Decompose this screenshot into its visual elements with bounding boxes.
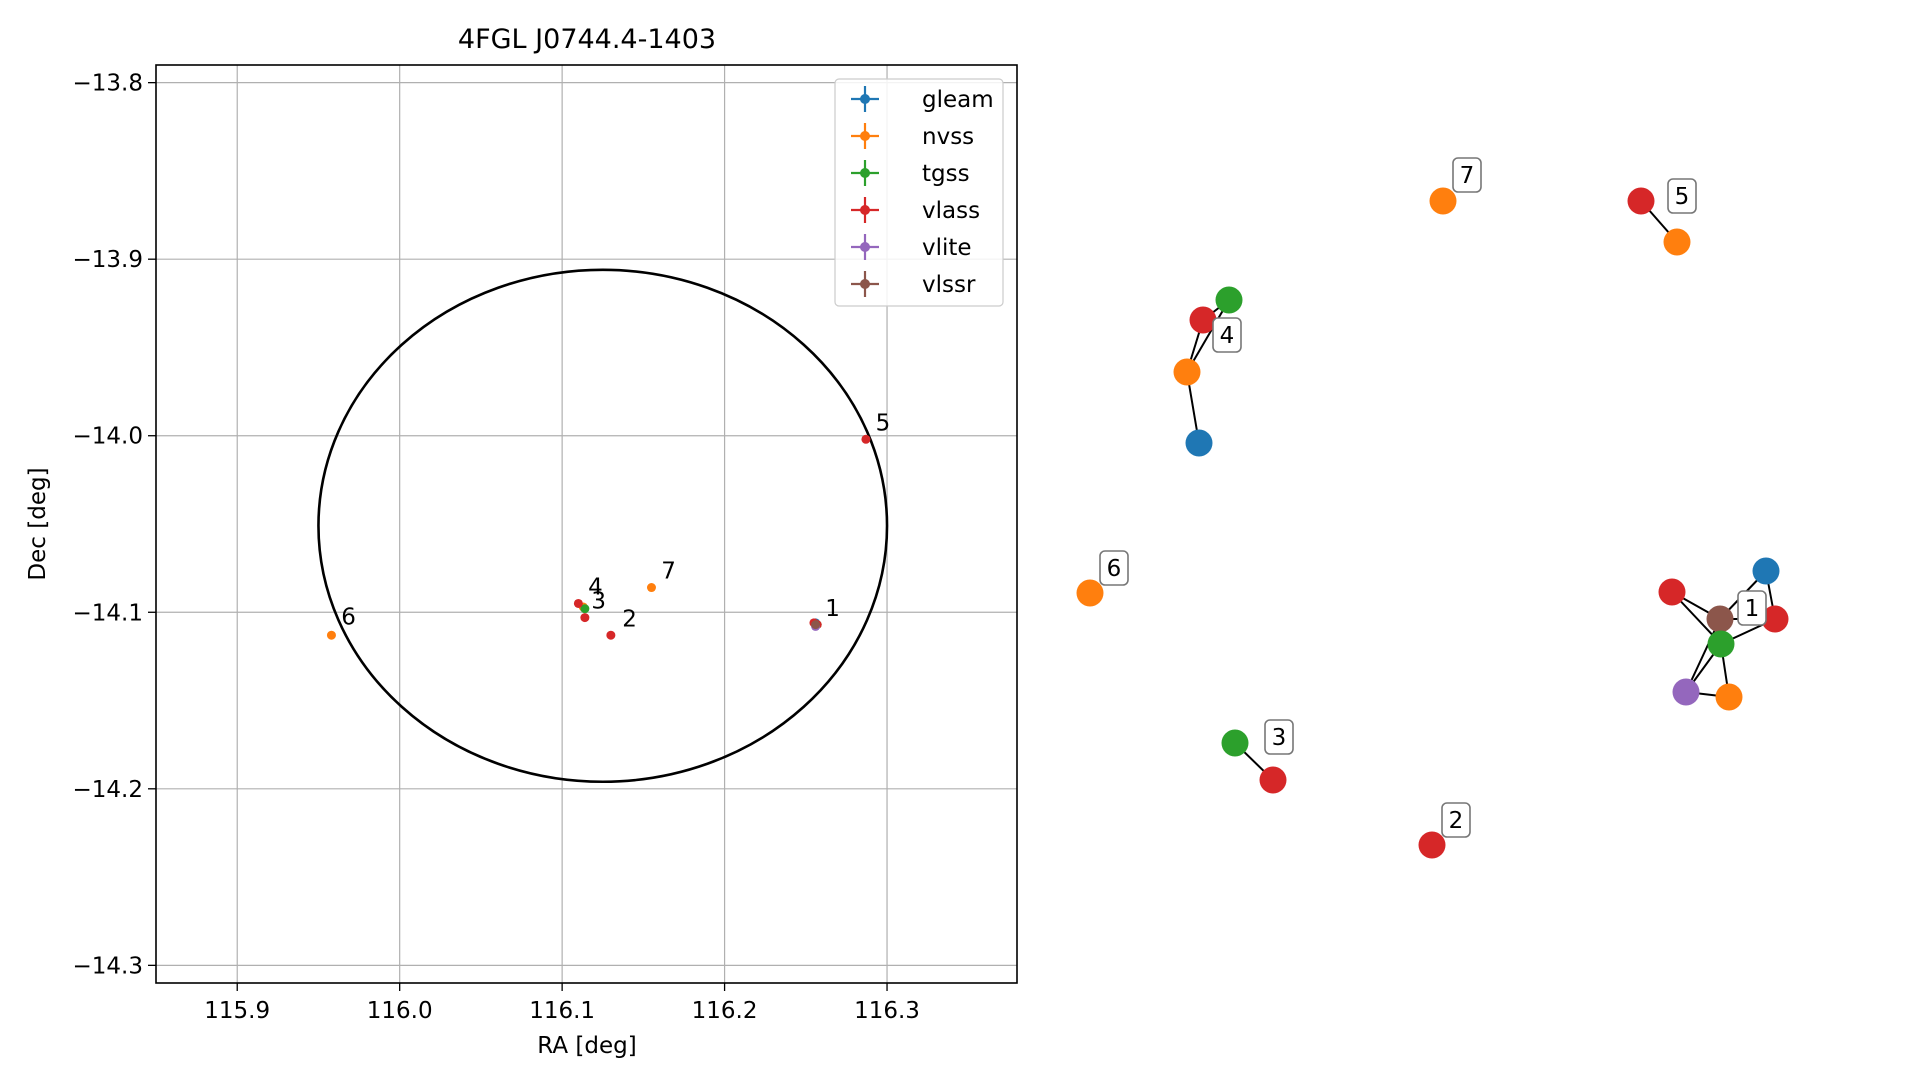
legend: gleam nvss tgss vlass vlite vlssr — [834, 78, 1004, 307]
annotation-label: 5 — [876, 410, 891, 436]
point-vlass — [861, 434, 871, 444]
network-label-box — [1212, 317, 1242, 353]
annotation-label: 2 — [622, 606, 637, 632]
legend-marker-dot — [860, 279, 870, 289]
plot-frame — [155, 64, 1018, 984]
network-node-vlssr — [1706, 605, 1734, 633]
network-node-nvss — [1715, 683, 1743, 711]
network-label-box — [1099, 550, 1129, 586]
point-vlass — [606, 630, 616, 640]
x-tick-label: 116.3 — [854, 998, 920, 1024]
annotation-label: 4 — [588, 575, 603, 601]
point-vlass — [573, 598, 583, 608]
x-tick-label: 115.9 — [204, 998, 270, 1024]
annotation-label: 6 — [341, 605, 356, 631]
network-node-vlass — [1627, 187, 1655, 215]
network-node-tgss — [1221, 729, 1249, 757]
network-nodes — [1076, 187, 1789, 859]
legend-label-vlass: vlass — [922, 198, 980, 224]
network-node-nvss — [1663, 228, 1691, 256]
network-label-box — [1737, 590, 1767, 626]
network-node-nvss — [1429, 187, 1457, 215]
legend-marker-dot — [860, 242, 870, 252]
network-group-label: 7 — [1460, 163, 1475, 189]
network-node-tgss — [1215, 286, 1243, 314]
legend-frame — [834, 78, 1004, 307]
point-vlass — [580, 613, 590, 623]
network-group-label: 1 — [1745, 596, 1760, 622]
y-tick-label: −13.9 — [73, 247, 143, 273]
y-tick-label: −14.1 — [73, 600, 143, 626]
y-tick-label: −14.0 — [73, 424, 143, 450]
network-label-box — [1264, 719, 1294, 755]
point-tgss — [580, 604, 590, 614]
legend-label-gleam: gleam — [922, 87, 994, 113]
legend-marker-dot — [860, 205, 870, 215]
chart-title: 4FGL J0744.4-1403 — [458, 24, 716, 55]
annotation-label: 3 — [591, 589, 606, 615]
network-node-vlass — [1189, 306, 1217, 334]
network-group-labels: 1 2 3 4 5 6 7 — [1099, 157, 1767, 838]
network-node-vlite — [1672, 678, 1700, 706]
network-node-gleam — [1185, 429, 1213, 457]
legend-marker-dot — [860, 168, 870, 178]
network-group-label: 6 — [1107, 556, 1122, 582]
network-node-tgss — [1707, 630, 1735, 658]
legend-label-vlite: vlite — [922, 235, 972, 261]
y-tick-label: −14.2 — [73, 777, 143, 803]
y-tick-label: −13.8 — [73, 71, 143, 97]
network-group-label: 3 — [1272, 725, 1287, 751]
scatter-panel: 4FGL J0744.4-1403 1 234 5 6 7 115.9 116.0 116.… — [25, 24, 1018, 1059]
point-annotations: 1 234 5 6 7 — [341, 410, 890, 632]
data-points — [326, 434, 871, 640]
x-tick-label: 116.0 — [367, 998, 433, 1024]
network-label-box — [1452, 157, 1482, 193]
y-axis-label: Dec [deg] — [25, 467, 51, 580]
point-nvss — [646, 583, 656, 593]
y-tick-label: −14.3 — [73, 953, 143, 979]
network-panel: 1 2 3 4 5 6 7 — [1076, 157, 1789, 859]
network-node-vlass — [1418, 831, 1446, 859]
network-edge — [1186, 299, 1230, 373]
annotation-label: 1 — [825, 596, 840, 622]
legend-marker-dot — [860, 131, 870, 141]
network-group-label: 2 — [1449, 808, 1464, 834]
network-node-vlass — [1259, 766, 1287, 794]
network-label-box — [1667, 178, 1697, 214]
localization-ellipse — [317, 268, 889, 784]
network-node-vlass — [1658, 578, 1686, 606]
x-axis-label: RA [deg] — [537, 1033, 636, 1059]
network-node-gleam — [1752, 557, 1780, 585]
x-tick-label: 116.2 — [692, 998, 758, 1024]
point-vlssr — [811, 620, 821, 630]
network-node-vlass — [1761, 605, 1789, 633]
legend-label-nvss: nvss — [922, 124, 974, 150]
annotation-label: 7 — [661, 559, 676, 585]
y-axis-ticks: −13.8 −13.9 −14.0 −14.1 −14.2 −14.3 — [73, 71, 156, 979]
network-label-box — [1441, 802, 1471, 838]
legend-items: gleam nvss tgss vlass vlite vlssr — [851, 86, 994, 298]
x-tick-label: 116.1 — [529, 998, 595, 1024]
point-nvss — [326, 630, 336, 640]
network-group-label: 4 — [1220, 323, 1235, 349]
legend-label-tgss: tgss — [922, 161, 970, 187]
network-group-label: 5 — [1675, 184, 1690, 210]
network-node-nvss — [1173, 358, 1201, 386]
network-node-nvss — [1076, 579, 1104, 607]
x-axis-ticks: 115.9 116.0 116.1 116.2 116.3 — [204, 983, 920, 1024]
legend-marker-dot — [860, 94, 870, 104]
legend-label-vlssr: vlssr — [922, 272, 976, 298]
localization-ellipse-path — [317, 268, 889, 784]
